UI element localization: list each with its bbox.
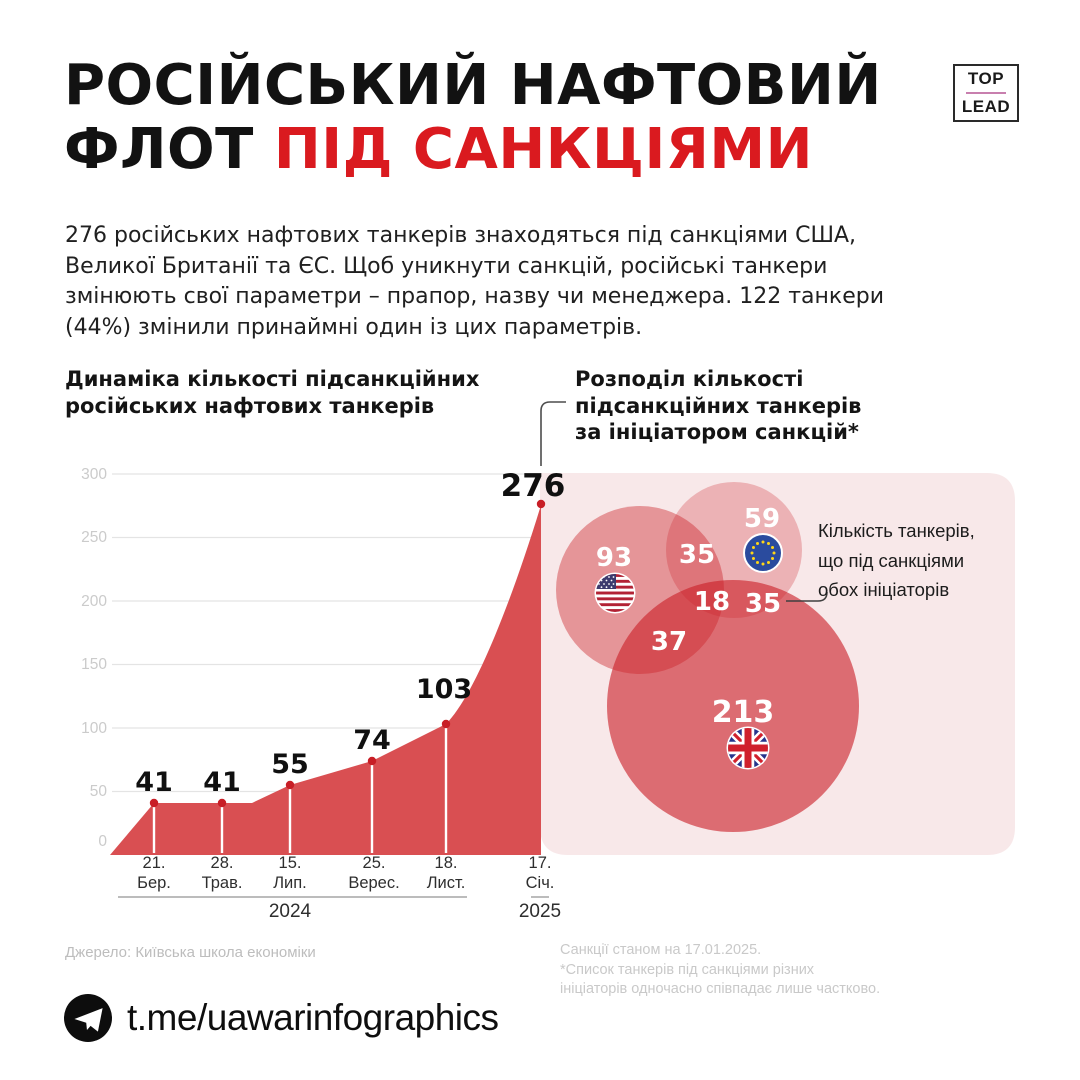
x-label: 17.	[529, 854, 552, 872]
y-axis-labels: 300 250 200 150 100 50 0	[81, 466, 107, 850]
venn-diagram: 93 59 35 18 35 37 213	[556, 482, 859, 832]
intro-paragraph: 276 російських нафтових танкерів знаходя…	[65, 221, 884, 343]
y-tick: 200	[81, 593, 107, 610]
x-axis-labels: 21. Бер. 28. Трав. 15. Лип. 25. Верес. 1…	[137, 854, 554, 892]
left-chart-title-line: Динаміка кількості підсанкційних	[65, 367, 480, 391]
data-point-dots	[149, 499, 546, 808]
y-tick: 50	[90, 783, 108, 800]
annotation-line: що під санкціями	[818, 549, 965, 571]
venn-value-us-eu: 35	[679, 540, 715, 570]
logo-lead-text: LEAD	[961, 97, 1011, 117]
y-tick: 300	[81, 466, 107, 483]
uk-flag-icon	[726, 726, 770, 770]
value-label: 74	[353, 725, 391, 756]
value-label: 55	[271, 749, 309, 780]
venn-circle-eu	[666, 482, 802, 618]
telegram-icon	[64, 994, 112, 1042]
year-2025-label: 2025	[519, 901, 561, 922]
y-tick: 100	[81, 720, 107, 737]
intro-line: змінюють свої параметри – прапор, назву …	[65, 284, 884, 309]
venn-value-center: 18	[694, 587, 730, 617]
annotation-line: Кількість танкерів,	[818, 520, 975, 541]
right-chart-title-line: підсанкційних танкерів	[575, 393, 862, 418]
footnote-line: Санкції станом на 17.01.2025.	[560, 942, 762, 958]
x-label: Лип.	[273, 874, 307, 892]
left-chart-title: Динаміка кількості підсанкційних російсь…	[65, 366, 479, 419]
x-label: 21.	[143, 854, 166, 872]
area-path	[110, 505, 541, 855]
value-label: 103	[416, 674, 472, 705]
value-label-276: 276	[501, 468, 566, 504]
venn-value-us: 93	[596, 543, 632, 573]
annotation-line: обох ініціаторів	[818, 579, 950, 600]
x-label: Верес.	[348, 874, 399, 892]
eu-flag-icon	[743, 533, 783, 573]
toplead-logo: TOP LEAD	[953, 64, 1019, 122]
title-line2-black: ФЛОТ	[64, 117, 274, 182]
left-chart-title-line: російських нафтових танкерів	[65, 393, 435, 418]
x-label: 18.	[435, 854, 458, 872]
point-tick-lines	[152, 726, 448, 853]
telegram-link[interactable]: t.me/uawarinfographics	[64, 994, 499, 1042]
x-label: 15.	[279, 854, 302, 872]
venn-circle-uk	[607, 580, 859, 832]
x-label: 28.	[211, 854, 234, 872]
intro-line: (44%) змінили принаймні один із цих пара…	[65, 314, 643, 340]
x-label: Бер.	[137, 874, 171, 892]
title-line2-red: ПІД САНКЦІЯМИ	[273, 117, 814, 182]
footnote-line: *Список танкерів під санкціями різних	[560, 961, 815, 978]
y-tick: 250	[81, 529, 107, 546]
y-tick: 150	[81, 656, 107, 673]
annotation-connector-line	[786, 591, 828, 602]
venn-value-eu: 59	[744, 504, 780, 534]
us-flag-icon	[594, 572, 636, 614]
venn-annotation: Кількість танкерів, що під санкціями обо…	[818, 516, 975, 605]
venn-value-uk: 213	[712, 695, 775, 730]
venn-value-eu-uk: 35	[745, 589, 781, 619]
value-label: 41	[135, 767, 173, 798]
year-2024-label: 2024	[269, 901, 312, 922]
area-chart: 41 41 55 74 103 276 21. Бер. 28. Трав. 1…	[110, 401, 566, 922]
x-label: Лист.	[427, 874, 466, 892]
source-note: Джерело: Київська школа економіки	[65, 944, 316, 961]
value-label: 41	[203, 767, 241, 798]
footnotes: Санкції станом на 17.01.2025. *Список та…	[560, 941, 880, 1000]
y-tick: 0	[98, 833, 107, 850]
footnote-line: ініціаторів одночасно співпадає лише час…	[560, 981, 881, 997]
x-label: Трав.	[202, 874, 243, 892]
logo-divider	[966, 91, 1006, 95]
right-chart-title: Розподіл кількості підсанкційних танкері…	[575, 366, 861, 446]
title-connector-line	[540, 401, 566, 466]
venn-value-us-uk: 37	[651, 627, 687, 657]
page-title: РОСІЙСЬКИЙ НАФТОВИЙ ФЛОТ ПІД САНКЦІЯМИ	[64, 54, 882, 182]
right-chart-title-line: за ініціатором санкцій*	[575, 420, 859, 444]
x-label: 25.	[363, 854, 386, 872]
logo-top-text: TOP	[967, 68, 1005, 88]
x-label: Січ.	[526, 874, 555, 892]
intro-line: 276 російських нафтових танкерів знаходя…	[65, 223, 857, 248]
title-line1: РОСІЙСЬКИЙ НАФТОВИЙ	[64, 53, 882, 118]
right-chart-title-line: Розподіл кількості	[575, 367, 804, 391]
telegram-handle: t.me/uawarinfographics	[127, 997, 499, 1038]
intro-line: Великої Британії та ЄС. Щоб уникнути сан…	[65, 253, 828, 279]
